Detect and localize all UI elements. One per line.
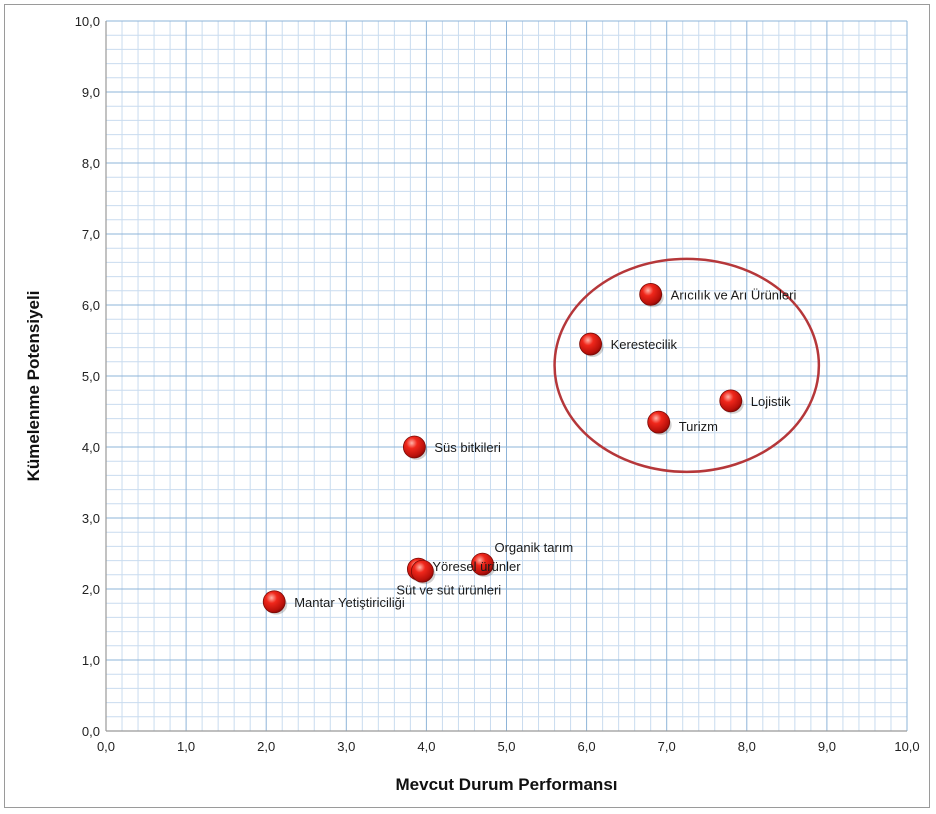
data-point xyxy=(719,389,743,413)
x-tick-label: 2,0 xyxy=(257,739,275,754)
y-tick-label: 8,0 xyxy=(82,156,100,171)
x-tick-labels: 0,0 1,0 2,0 3,0 4,0 5,0 6,0 7,0 8,0 9,0 10,0 xyxy=(97,739,920,754)
data-point xyxy=(639,282,663,306)
y-axis-title: Kümelenme Potensiyeli xyxy=(24,291,43,482)
axes xyxy=(105,21,907,732)
x-tick-label: 3,0 xyxy=(337,739,355,754)
y-tick-label: 1,0 xyxy=(82,653,100,668)
data-point xyxy=(471,552,494,576)
y-tick-labels: 0,0 1,0 2,0 3,0 4,0 5,0 6,0 7,0 8,0 9,0 10,0 xyxy=(75,14,100,739)
y-tick-label: 9,0 xyxy=(82,85,100,100)
x-tick-label: 4,0 xyxy=(417,739,435,754)
data-point-label: Mantar Yetiştiriciliği xyxy=(294,595,405,610)
data-point-label: Süt ve süt ürünleri xyxy=(396,582,501,597)
y-tick-label: 6,0 xyxy=(82,298,100,313)
data-point-label: Lojistik xyxy=(751,394,791,409)
highlight-ellipse xyxy=(553,257,821,474)
y-tick-label: 5,0 xyxy=(82,369,100,384)
scatter-chart: 0,0 1,0 2,0 3,0 4,0 5,0 6,0 7,0 8,0 9,0 10,0 0,0 1,… xyxy=(24,14,920,794)
y-tick-label: 2,0 xyxy=(82,582,100,597)
data-point xyxy=(647,410,671,434)
y-tick-label: 10,0 xyxy=(75,14,100,29)
x-tick-label: 6,0 xyxy=(578,739,596,754)
point-labels: Arıcılık ve Arı Ürünleri Kerestecilik Loji… xyxy=(294,287,796,609)
y-tick-label: 3,0 xyxy=(82,511,100,526)
chart-frame: 0,0 1,0 2,0 3,0 4,0 5,0 6,0 7,0 8,0 9,0 10,0 0,0 1,… xyxy=(4,4,930,808)
x-tick-label: 9,0 xyxy=(818,739,836,754)
major-grid xyxy=(105,20,908,732)
data-point-label: Süs bitkileri xyxy=(434,440,501,455)
x-tick-label: 1,0 xyxy=(177,739,195,754)
x-tick-label: 5,0 xyxy=(497,739,515,754)
x-tick-label: 10,0 xyxy=(894,739,919,754)
x-tick-label: 0,0 xyxy=(97,739,115,754)
data-points xyxy=(262,282,744,615)
x-tick-label: 7,0 xyxy=(658,739,676,754)
data-point xyxy=(410,559,434,583)
y-tick-label: 7,0 xyxy=(82,227,100,242)
y-tick-label: 4,0 xyxy=(82,440,100,455)
data-point xyxy=(262,590,286,614)
data-point-label: Arıcılık ve Arı Ürünleri xyxy=(671,287,797,302)
data-point-label: Kerestecilik xyxy=(611,337,678,352)
data-point xyxy=(402,435,426,459)
x-tick-label: 8,0 xyxy=(738,739,756,754)
x-axis-title: Mevcut Durum Performansı xyxy=(396,775,618,794)
data-point-label: Organik tarım xyxy=(494,540,573,555)
data-point-label: Turizm xyxy=(679,419,718,434)
y-tick-label: 0,0 xyxy=(82,724,100,739)
data-point xyxy=(579,332,603,356)
data-point-label: Yöresel ürünler xyxy=(432,559,521,574)
highlight-ellipse-group xyxy=(553,257,821,474)
